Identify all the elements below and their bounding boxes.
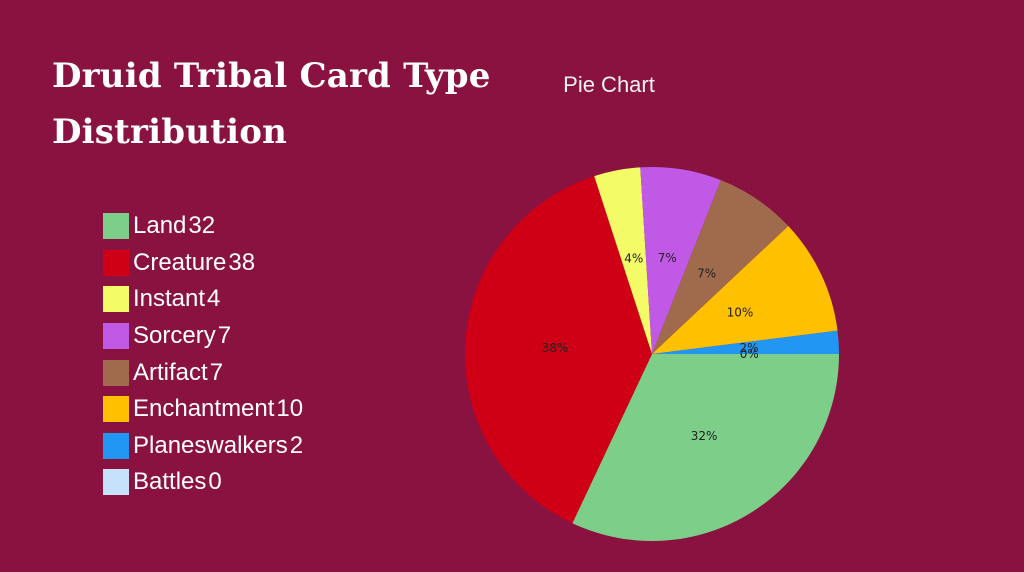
pie-label-sorcery: 7% — [658, 251, 677, 265]
legend-item-land: Land 32 — [103, 208, 303, 245]
pie-slice-enchantment — [652, 225, 838, 354]
legend-swatch-battles — [103, 469, 129, 496]
legend-item-sorcery: Sorcery 7 — [103, 318, 303, 355]
pie-slice-land — [572, 354, 839, 541]
legend-swatch-instant — [103, 286, 129, 313]
chart-title: Pie Chart — [563, 72, 655, 97]
legend-swatch-enchantment — [103, 396, 129, 423]
pie-label-battles: 0% — [740, 347, 759, 361]
legend-count-creature: 38 — [228, 248, 256, 276]
pie-label-instant: 4% — [624, 251, 643, 265]
legend-item-creature: Creature 38 — [103, 245, 303, 282]
pie-slice-sorcery — [640, 167, 721, 354]
legend-count-battles: 0 — [208, 468, 222, 496]
legend-label-enchantment: Enchantment — [133, 395, 275, 423]
legend-label-land: Land — [133, 212, 187, 240]
legend-label-artifact: Artifact — [133, 358, 208, 386]
legend-label-instant: Instant — [133, 285, 206, 313]
legend-count-land: 32 — [188, 212, 216, 240]
pie-label-land: 32% — [691, 429, 718, 443]
legend-label-creature: Creature — [133, 248, 227, 276]
legend-count-planeswalkers: 2 — [289, 431, 304, 459]
legend-count-enchantment: 10 — [276, 395, 304, 423]
legend-count-artifact: 7 — [209, 358, 224, 386]
legend-item-planeswalkers: Planeswalkers 2 — [103, 428, 303, 465]
legend-swatch-land — [103, 213, 129, 240]
pie-label-enchantment: 10% — [727, 306, 754, 320]
legend-count-sorcery: 7 — [217, 322, 232, 350]
legend-swatch-creature — [103, 249, 129, 276]
legend-item-artifact: Artifact 7 — [103, 354, 303, 391]
legend-item-instant: Instant 4 — [103, 281, 303, 318]
legend-swatch-artifact — [103, 359, 129, 386]
legend-item-enchantment: Enchantment 10 — [103, 391, 303, 428]
pie-slice-planeswalkers — [652, 330, 839, 354]
pie-slice-instant — [594, 167, 652, 354]
legend: Land 32 Creature 38 Instant 4 Sorcery 7 … — [103, 208, 303, 501]
legend-swatch-sorcery — [103, 323, 129, 350]
legend-label-battles: Battles — [133, 468, 207, 496]
legend-item-battles: Battles 0 — [103, 464, 303, 501]
pie-slice-artifact — [652, 180, 789, 354]
pie-label-artifact: 7% — [697, 267, 716, 281]
legend-count-instant: 4 — [207, 285, 221, 313]
pie-slice-creature — [464, 176, 652, 524]
pie-label-planeswalkers: 2% — [740, 341, 759, 355]
legend-label-sorcery: Sorcery — [133, 322, 216, 350]
page-title: Druid Tribal Card Type Distribution — [52, 56, 491, 152]
pie-label-creature: 38% — [542, 341, 569, 355]
legend-label-planeswalkers: Planeswalkers — [133, 431, 288, 459]
legend-swatch-planeswalkers — [103, 432, 129, 459]
